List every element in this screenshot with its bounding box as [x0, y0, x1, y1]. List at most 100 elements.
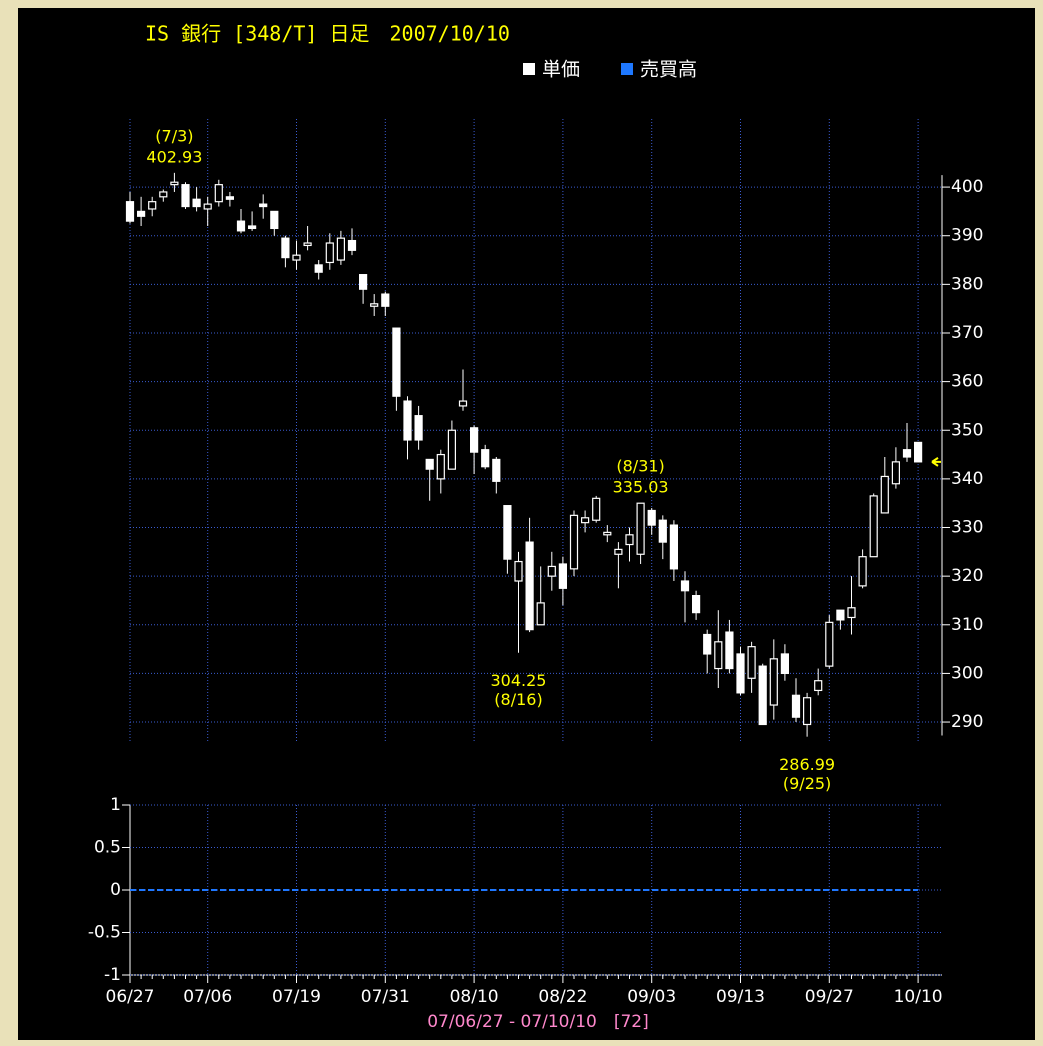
candle-body [447, 429, 456, 470]
x-tick-label: 07/31 [361, 987, 410, 1007]
x-tick-label: 08/10 [450, 987, 499, 1007]
candle-body [481, 449, 490, 468]
candle-body [414, 415, 423, 441]
candle-body [159, 191, 168, 198]
annotation-date: (9/25) [783, 774, 831, 793]
candle-body [436, 453, 445, 480]
y-tick-label: 320 [951, 566, 983, 586]
y-tick-label: 370 [951, 323, 983, 343]
candle-body [658, 519, 667, 543]
y-tick-label: 390 [951, 226, 983, 246]
candle-body [336, 237, 345, 261]
y2-tick-label: -0.5 [88, 923, 121, 943]
candle-body [148, 201, 157, 210]
candle-body [381, 293, 390, 307]
candle-body [580, 517, 590, 524]
y-tick-label: 400 [951, 177, 983, 197]
candle-body [913, 441, 923, 463]
candle-body [558, 563, 568, 589]
candle-body [536, 602, 545, 626]
x-tick-label: 07/19 [272, 987, 321, 1007]
candle-body [814, 680, 823, 692]
candle-body [125, 201, 135, 222]
candle-body [203, 203, 212, 210]
x-tick-label: 09/27 [805, 987, 854, 1007]
candle-body [691, 595, 701, 614]
candle-body [603, 531, 612, 536]
candle-body [802, 697, 812, 726]
candle-body [569, 514, 579, 570]
annotation-value: 402.93 [146, 147, 202, 166]
x-tick-label: 06/27 [106, 987, 155, 1007]
candle-body [891, 461, 901, 485]
candle-body [547, 565, 556, 577]
candle-body [170, 181, 179, 186]
candle-body [392, 327, 401, 397]
candle-body [137, 210, 146, 217]
candle-body [281, 237, 290, 259]
candle-body [625, 534, 634, 546]
candle-body [181, 184, 190, 208]
candle-body [214, 184, 223, 203]
y-tick-label: 340 [951, 469, 983, 489]
candle-body [292, 254, 301, 261]
candle-body [636, 502, 645, 555]
candle-body [458, 400, 468, 407]
candle-body [225, 196, 234, 200]
y-tick-label: 350 [951, 420, 983, 440]
x-tick-label: 09/03 [627, 987, 676, 1007]
candle-body [902, 449, 912, 458]
candle-body [791, 694, 801, 718]
y2-tick-label: 1 [110, 795, 121, 815]
period-label: 07/06/27 - 07/10/10 [72] [427, 1012, 649, 1032]
annotation-value: 335.03 [613, 478, 669, 497]
candle-body [270, 210, 279, 230]
candle-body [680, 580, 690, 592]
candle-body [192, 198, 201, 208]
candle-body [880, 475, 889, 514]
x-tick-label: 10/10 [894, 987, 943, 1007]
candle-body [758, 665, 767, 726]
candle-body [359, 274, 368, 290]
y-tick-label: 310 [951, 615, 983, 635]
y-tick-label: 330 [951, 518, 983, 538]
candle-body [825, 621, 834, 667]
x-tick-label: 09/13 [716, 987, 765, 1007]
candle-body [514, 560, 523, 582]
chart-background [18, 8, 1035, 1040]
candle-body [403, 400, 412, 441]
candle-body [248, 225, 257, 230]
x-tick-label: 07/06 [183, 987, 232, 1007]
candle-body [647, 509, 656, 526]
candle-body [525, 541, 534, 631]
candle-body [836, 609, 845, 621]
legend-swatch [523, 63, 535, 75]
annotation-date: (7/3) [155, 126, 193, 145]
candle-body [370, 303, 379, 307]
candle-body [769, 658, 778, 706]
annotation-value: 286.99 [779, 755, 835, 774]
last-price-arrow [931, 457, 941, 467]
y-tick-label: 380 [951, 274, 983, 294]
y2-tick-label: -1 [104, 965, 121, 985]
annotation-date: (8/31) [616, 457, 664, 476]
candle-body [614, 548, 623, 555]
legend-label: 単価 [542, 59, 580, 81]
candle-body [425, 458, 434, 470]
candle-body [492, 458, 501, 482]
candle-body [714, 641, 723, 670]
candle-body [747, 646, 756, 679]
candle-body [236, 220, 246, 232]
candle-body [736, 653, 745, 694]
candle-body [847, 607, 856, 619]
candle-body [725, 631, 734, 670]
candle-body [703, 633, 712, 655]
candle-body [314, 264, 323, 273]
annotation-value: 304.25 [491, 671, 547, 690]
annotation-date: (8/16) [494, 690, 542, 709]
candle-body [780, 653, 790, 675]
y-tick-label: 300 [951, 663, 983, 683]
y2-tick-label: 0.5 [94, 838, 121, 858]
